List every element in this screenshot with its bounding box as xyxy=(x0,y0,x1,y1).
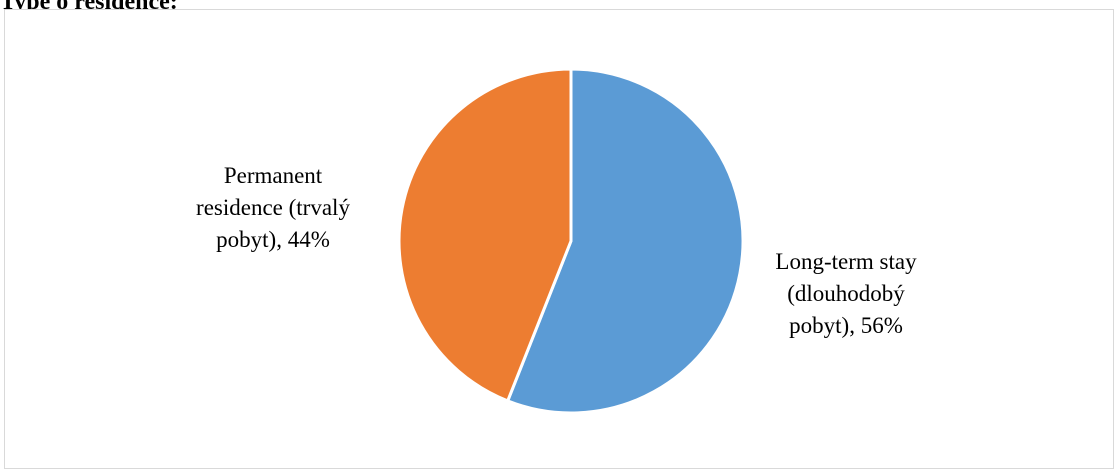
slice-label-permanent-residence: Permanent residence (trvalý pobyt), 44% xyxy=(173,160,373,256)
slice-label-long-term-stay: Long-term stay (dlouhodobý pobyt), 56% xyxy=(740,246,952,342)
slice-label-line: Permanent xyxy=(223,163,323,188)
slice-label-line: residence (trvalý xyxy=(196,195,350,220)
pie-slice-0 xyxy=(506,67,745,415)
slice-label-line: Long-term stay xyxy=(775,249,917,274)
chart-frame: Long-term stay (dlouhodobý pobyt), 56% P… xyxy=(4,9,1114,469)
slice-label-line: pobyt), 56% xyxy=(789,313,903,338)
slice-label-line: pobyt), 44% xyxy=(216,227,330,252)
slice-label-line: (dlouhodobý xyxy=(787,281,905,306)
pie-chart xyxy=(397,67,745,415)
pie-slice-1 xyxy=(397,67,573,403)
